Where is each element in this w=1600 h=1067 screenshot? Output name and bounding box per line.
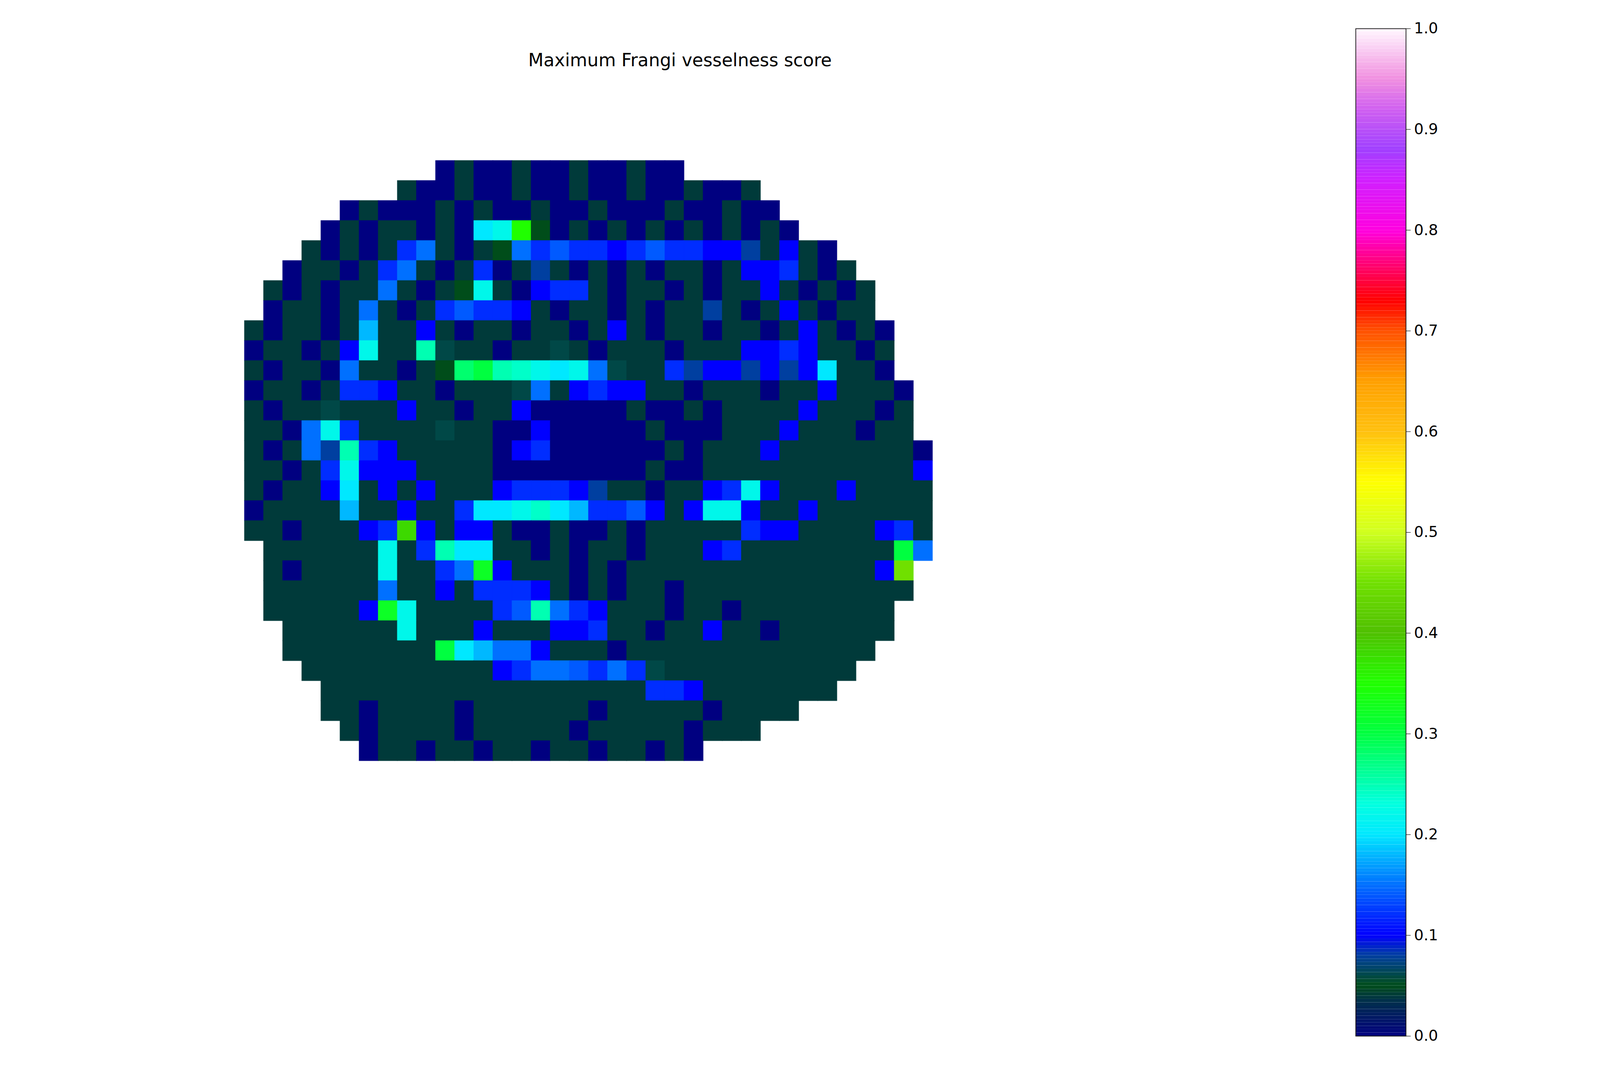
svg-text:0.2: 0.2	[1414, 824, 1439, 843]
svg-text:1.0: 1.0	[1414, 19, 1439, 37]
svg-text:0.6: 0.6	[1414, 422, 1439, 440]
svg-text:0.1: 0.1	[1414, 925, 1439, 944]
svg-text:0.9: 0.9	[1414, 120, 1439, 138]
svg-text:0.3: 0.3	[1414, 724, 1439, 743]
svg-text:0.5: 0.5	[1414, 522, 1439, 541]
svg-text:0.4: 0.4	[1414, 623, 1439, 642]
html-text:Maximum Frangi vesselness scor: Maximum Frangi vesselness score	[528, 49, 832, 71]
svg-text:0.0: 0.0	[1414, 1026, 1439, 1044]
svg-text:0.7: 0.7	[1414, 321, 1439, 340]
svg-text:0.8: 0.8	[1414, 220, 1439, 239]
